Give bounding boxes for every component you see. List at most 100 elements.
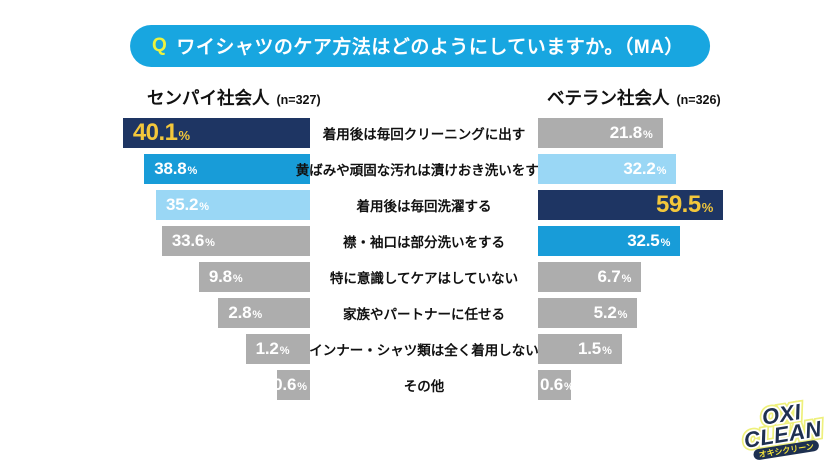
left-bar-unit: % <box>199 201 210 213</box>
chart-row: 35.2% 着用後は毎回洗濯する 59.5% <box>115 190 733 220</box>
right-bar: 21.8% <box>538 118 663 148</box>
left-bar: 1.2% <box>245 334 310 364</box>
right-bar-unit: % <box>701 200 714 215</box>
category-cell: インナー・シャツ類は全く着用しない <box>309 334 539 364</box>
category-cell: 家族やパートナーに任せる <box>310 298 538 328</box>
right-bar-unit: % <box>617 309 628 321</box>
right-bar-value: 6.7 <box>597 267 621 286</box>
left-group-name: センパイ社会人 <box>147 88 270 108</box>
left-bar-value: 35.2 <box>165 195 199 214</box>
right-group-header: ベテラン社会人 (n=326) <box>547 85 721 110</box>
right-bar: 32.5% <box>538 226 681 256</box>
chart-row: 9.8% 特に意識してケアはしていない 6.7% <box>115 262 733 292</box>
left-bar-unit: % <box>187 165 198 177</box>
left-bar-unit: % <box>178 128 191 143</box>
left-bar: 0.6% <box>273 370 310 400</box>
right-bar-value: 32.5 <box>627 231 660 250</box>
left-bar-unit: % <box>297 381 307 393</box>
logo-ribbon <box>753 440 819 460</box>
question-pill: Q ワイシャツのケア方法はどのようにしていますか。（MA） <box>130 25 710 67</box>
category-cell: その他 <box>310 370 538 400</box>
category-label: インナー・シャツ類は全く着用しない <box>309 343 539 358</box>
right-bar-unit: % <box>643 129 653 141</box>
right-bar-unit: % <box>656 165 667 177</box>
right-group-name: ベテラン社会人 <box>547 88 670 108</box>
chart-row: 40.1% 着用後は毎回クリーニングに出す 21.8% <box>115 118 733 148</box>
category-cell: 特に意識してケアはしていない <box>310 262 538 292</box>
right-bar-value: 5.2 <box>593 303 617 322</box>
chart-row: 33.6% 襟・袖口は部分洗いをする 32.5% <box>115 226 733 256</box>
category-label: 襟・袖口は部分洗いをする <box>343 235 505 250</box>
category-label: その他 <box>403 379 445 394</box>
left-group-header: センパイ社会人 (n=327) <box>147 85 321 110</box>
left-bar-cell: 35.2% <box>115 190 310 220</box>
right-bar-cell: 0.6% <box>538 370 733 400</box>
left-bar-value: 38.8 <box>154 159 187 178</box>
left-bar-value: 33.6 <box>171 231 205 250</box>
left-bar-cell: 0.6% <box>115 370 310 400</box>
left-bar-value: 40.1 <box>132 119 178 146</box>
category-cell: 黄ばみや頑固な汚れは漬けおき洗いをする <box>296 154 553 184</box>
right-bar-value: 1.5 <box>578 339 602 358</box>
chart-row: 38.8% 黄ばみや頑固な汚れは漬けおき洗いをする 32.2% <box>115 154 733 184</box>
category-label: 家族やパートナーに任せる <box>343 307 505 322</box>
category-cell: 着用後は毎回洗濯する <box>310 190 538 220</box>
survey-bar-chart: 40.1% 着用後は毎回クリーニングに出す 21.8% 38.8% 黄ばみや頑固な汚れは… <box>115 118 733 406</box>
left-bar: 38.8% <box>144 154 310 184</box>
category-cell: 着用後は毎回クリーニングに出す <box>310 118 538 148</box>
left-bar-unit: % <box>252 309 263 321</box>
category-cell: 襟・袖口は部分洗いをする <box>310 226 538 256</box>
left-bar-cell: 2.8% <box>115 298 310 328</box>
chart-row: 1.2% インナー・シャツ類は全く着用しない 1.5% <box>115 334 733 364</box>
right-bar: 0.6% <box>538 370 574 400</box>
right-bar-value: 21.8 <box>609 123 643 142</box>
left-bar-unit: % <box>232 273 243 285</box>
right-bar: 59.5% <box>538 190 724 220</box>
right-bar-unit: % <box>660 237 671 249</box>
right-bar-cell: 32.2% <box>538 154 733 184</box>
right-bar-cell: 1.5% <box>538 334 733 364</box>
left-group-sample-size: (n=327) <box>276 93 321 107</box>
right-group-sample-size: (n=326) <box>676 93 721 107</box>
left-bar-value: 9.8 <box>208 267 232 286</box>
left-bar-unit: % <box>279 345 290 357</box>
oxiclean-logo-graphic: OXI CLEAN OXI CLEAN オキシクリーン <box>739 395 827 460</box>
right-bar-value: 32.2 <box>623 159 656 178</box>
left-bar-cell: 40.1% <box>115 118 310 148</box>
left-bar-unit: % <box>205 237 215 249</box>
category-label: 着用後は毎回洗濯する <box>356 199 492 214</box>
left-bar: 9.8% <box>198 262 310 292</box>
left-bar-cell: 9.8% <box>115 262 310 292</box>
left-bar-value: 2.8 <box>228 303 252 322</box>
left-bar-cell: 33.6% <box>115 226 310 256</box>
right-bar-cell: 5.2% <box>538 298 733 328</box>
category-label: 黄ばみや頑固な汚れは漬けおき洗いをする <box>295 163 553 178</box>
right-bar-value: 59.5 <box>655 191 701 218</box>
chart-row: 0.6% その他 0.6% <box>115 370 733 400</box>
question-text: ワイシャツのケア方法はどのようにしていますか。（MA） <box>176 37 684 58</box>
right-bar-unit: % <box>621 273 632 285</box>
right-bar-cell: 6.7% <box>538 262 733 292</box>
right-bar: 1.5% <box>538 334 622 364</box>
right-bar: 5.2% <box>538 298 638 328</box>
oxiclean-logo: OXI CLEAN OXI CLEAN オキシクリーン <box>728 395 836 469</box>
right-bar-unit: % <box>602 345 612 357</box>
left-bar-cell: 1.2% <box>115 334 310 364</box>
right-bar-cell: 59.5% <box>538 190 733 220</box>
question-q-badge: Q <box>152 34 168 56</box>
left-bar: 2.8% <box>218 298 310 328</box>
right-bar-value: 0.6 <box>540 375 564 394</box>
right-bar: 6.7% <box>538 262 642 292</box>
left-bar: 40.1% <box>122 118 310 148</box>
category-label: 特に意識してケアはしていない <box>329 271 519 286</box>
right-bar: 32.2% <box>538 154 677 184</box>
left-bar: 35.2% <box>155 190 310 220</box>
left-bar: 33.6% <box>161 226 310 256</box>
right-bar-cell: 21.8% <box>538 118 733 148</box>
left-bar-value: 0.6 <box>273 375 297 394</box>
chart-row: 2.8% 家族やパートナーに任せる 5.2% <box>115 298 733 328</box>
right-bar-cell: 32.5% <box>538 226 733 256</box>
right-bar-unit: % <box>564 381 574 393</box>
left-bar-value: 1.2 <box>255 339 279 358</box>
